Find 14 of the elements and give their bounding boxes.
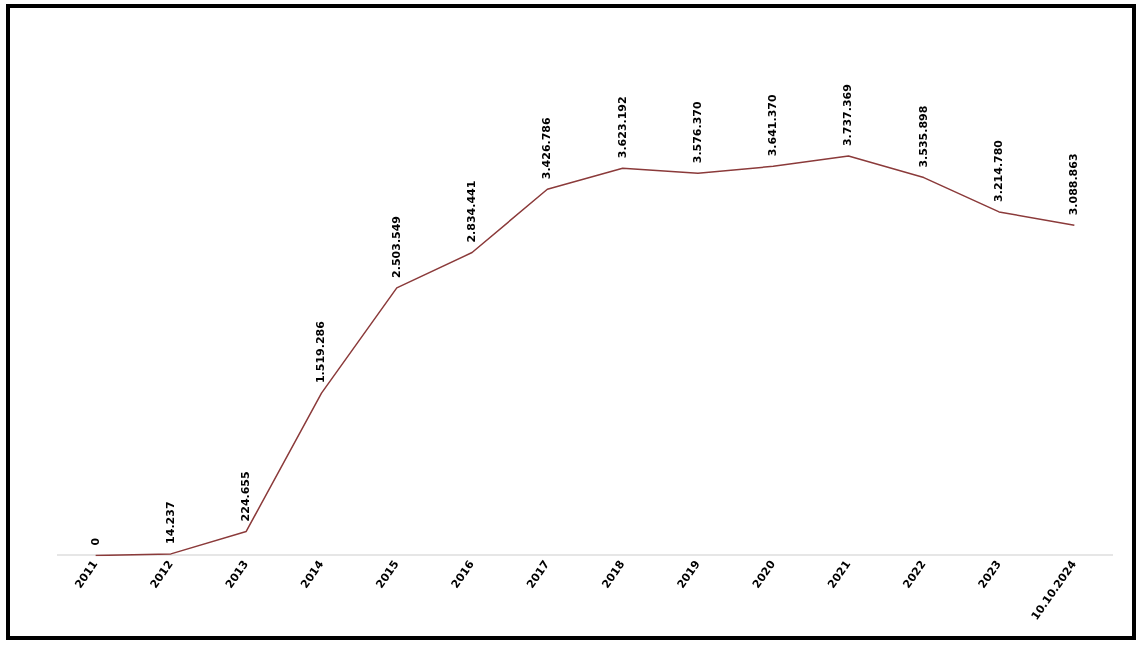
data-label: 224.655 — [239, 471, 253, 522]
data-label: 14.237 — [163, 501, 177, 544]
data-label: 3.214.780 — [991, 139, 1005, 202]
data-label: 3.576.370 — [690, 100, 704, 164]
data-label: 3.641.370 — [766, 94, 780, 157]
data-label: 3.737.369 — [841, 84, 855, 147]
data-label: 3.535.898 — [916, 105, 930, 168]
data-label: 2.503.549 — [389, 215, 403, 278]
data-label: 3.088.863 — [1067, 153, 1081, 216]
data-label: 3.623.192 — [615, 96, 629, 159]
data-label: 1.519.286 — [314, 320, 328, 384]
data-label: 0 — [88, 537, 102, 546]
data-label: 2.834.441 — [464, 180, 478, 243]
data-label: 3.426.786 — [540, 116, 554, 180]
